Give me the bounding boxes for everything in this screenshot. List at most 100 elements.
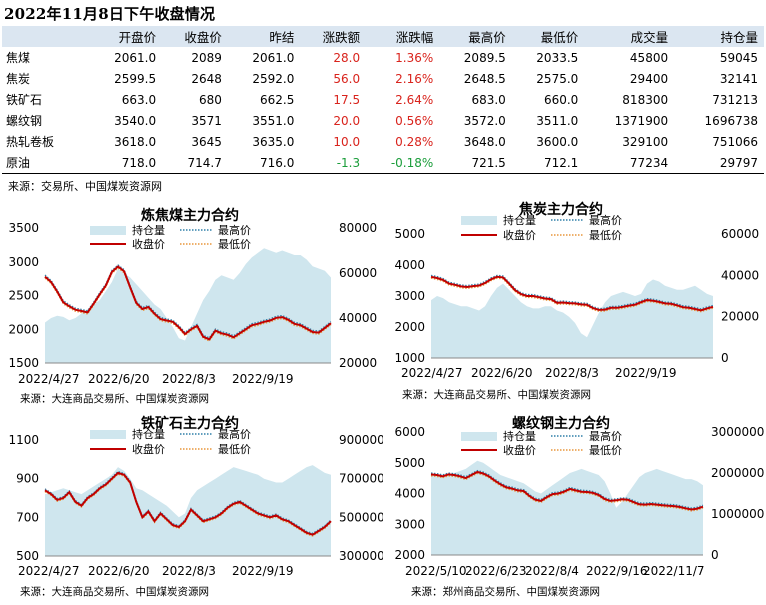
y-tick-left: 3500 bbox=[8, 221, 39, 235]
x-tick: 2022/9/19 bbox=[232, 372, 294, 386]
chart-title: 焦炭主力合约 bbox=[518, 201, 603, 218]
chart-source-coking-coal: 来源：大连商品交易所、中国煤炭资源网 bbox=[20, 393, 209, 405]
table-source: 来源：交易所、中国煤炭资源网 bbox=[8, 180, 162, 193]
cell-low: 2033.5 bbox=[536, 50, 579, 65]
y-tick-left: 6000 bbox=[394, 425, 425, 439]
chart-source-iron-ore: 来源：大连商品交易所、中国煤炭资源网 bbox=[20, 586, 209, 598]
x-tick: 2022/5/10 bbox=[405, 564, 467, 578]
y-tick-left: 1100 bbox=[8, 433, 39, 447]
x-tick: 2022/9/19 bbox=[232, 564, 294, 578]
x-tick: 2022/6/20 bbox=[471, 366, 533, 380]
y-tick-left: 2500 bbox=[8, 289, 39, 303]
y-tick-left: 1500 bbox=[8, 356, 39, 370]
chart-iron-ore: 500 700 900 1100 300000 500000 700000 900000 202… bbox=[8, 415, 383, 578]
cell-close: 2089 bbox=[191, 50, 222, 65]
legend-oi-swatch bbox=[461, 432, 497, 441]
legend-close-label: 收盘价 bbox=[132, 237, 165, 251]
y-tick-right: 700000 bbox=[339, 472, 383, 486]
cell-vol: 818300 bbox=[622, 92, 669, 107]
table-header: 开盘价 收盘价 昨结 涨跌额 涨跌幅 最高价 最低价 成交量 持仓量 bbox=[2, 26, 764, 47]
cell-oi: 731213 bbox=[712, 92, 758, 107]
legend-oi-swatch bbox=[461, 216, 497, 225]
cell-close: 680 bbox=[198, 92, 222, 107]
header-col: 涨跌额 bbox=[300, 26, 367, 47]
cell-chg: 28.0 bbox=[333, 50, 361, 65]
x-tick: 2022/9/19 bbox=[615, 366, 677, 380]
header-col: 涨跌幅 bbox=[366, 26, 440, 47]
cell-chg: 10.0 bbox=[333, 134, 361, 149]
x-tick: 2022/4/27 bbox=[18, 564, 80, 578]
y-tick-right: 60000 bbox=[339, 266, 377, 280]
cell-pct: 1.36% bbox=[395, 50, 434, 65]
header-col: 持仓量 bbox=[674, 26, 764, 47]
cell-close: 714.7 bbox=[162, 152, 228, 174]
cell-prev: 3551.0 bbox=[252, 113, 295, 128]
cell-close: 3645 bbox=[191, 134, 222, 149]
header-col: 收盘价 bbox=[162, 26, 228, 47]
cell-oi: 59045 bbox=[719, 50, 758, 65]
y-tick-right: 40000 bbox=[339, 311, 377, 325]
cell-open: 663.0 bbox=[121, 92, 157, 107]
chart-title: 铁矿石主力合约 bbox=[141, 415, 239, 432]
oi-area bbox=[45, 248, 331, 363]
y-tick-right: 300000 bbox=[339, 549, 383, 563]
cell-name: 焦炭 bbox=[6, 72, 31, 86]
chart-rebar: 2000 3000 4000 5000 6000 0 1000000 2000000 30000… bbox=[394, 415, 764, 578]
cell-pct: 0.28% bbox=[395, 134, 434, 149]
table-row: 螺纹钢 3540.0 3571 3551.0 20.0 0.56% 3572.0 3511.0… bbox=[2, 110, 764, 131]
x-tick: 2022/6/23 bbox=[465, 564, 527, 578]
page-title: 2022年11月8日下午收盘情况 bbox=[4, 5, 216, 23]
cell-prev: 2592.0 bbox=[252, 71, 295, 86]
cell-open: 3540.0 bbox=[114, 113, 157, 128]
y-tick-right: 0 bbox=[711, 548, 719, 562]
low-line bbox=[430, 472, 704, 512]
cell-low: 3600.0 bbox=[536, 134, 579, 149]
y-tick-right: 1000000 bbox=[711, 507, 764, 521]
header-col: 最低价 bbox=[511, 26, 585, 47]
cell-oi: 32141 bbox=[719, 71, 758, 86]
legend-high-label: 最高价 bbox=[218, 427, 251, 441]
x-tick: 2022/9/16 bbox=[586, 564, 648, 578]
x-tick: 2022/8/3 bbox=[545, 366, 599, 380]
oi-area bbox=[431, 279, 713, 358]
quote-table: 开盘价 收盘价 昨结 涨跌额 涨跌幅 最高价 最低价 成交量 持仓量 焦煤 2061.0 2089 2… bbox=[2, 26, 764, 174]
close-line bbox=[44, 471, 332, 536]
y-tick-left: 2000 bbox=[394, 548, 425, 562]
legend-oi-label: 持仓量 bbox=[503, 429, 536, 443]
legend-high-label: 最高价 bbox=[218, 223, 251, 237]
cell-vol: 45800 bbox=[629, 50, 669, 65]
cell-prev: 662.5 bbox=[260, 92, 295, 107]
legend-close-label: 收盘价 bbox=[503, 443, 536, 457]
y-tick-right: 20000 bbox=[721, 310, 759, 324]
cell-oi: 751066 bbox=[712, 134, 758, 149]
x-tick: 2022/8/4 bbox=[525, 564, 579, 578]
chart-title: 炼焦煤主力合约 bbox=[141, 207, 239, 224]
cell-high: 3572.0 bbox=[463, 113, 506, 128]
cell-chg: -1.3 bbox=[300, 152, 367, 174]
cell-prev: 2061.0 bbox=[252, 50, 295, 65]
table-row: 焦炭 2599.5 2648 2592.0 56.0 2.16% 2648.5 2575.0 2… bbox=[2, 68, 764, 89]
legend-close-label: 收盘价 bbox=[132, 442, 165, 456]
cell-pct: -0.18% bbox=[366, 152, 440, 174]
y-tick-left: 2000 bbox=[8, 322, 39, 336]
legend-oi-label: 持仓量 bbox=[503, 213, 536, 227]
legend-high-label: 最高价 bbox=[589, 429, 622, 443]
cell-chg: 17.5 bbox=[333, 92, 361, 107]
close-line bbox=[44, 265, 332, 341]
legend-high-label: 最高价 bbox=[589, 213, 622, 227]
chart-source-rebar: 来源：郑州商品交易所、中国煤炭资源网 bbox=[411, 586, 600, 598]
cell-high: 2648.5 bbox=[463, 71, 506, 86]
cell-name: 焦煤 bbox=[6, 51, 31, 65]
cell-chg: 56.0 bbox=[333, 71, 361, 86]
cell-prev: 3635.0 bbox=[252, 134, 295, 149]
legend-low-label: 最低价 bbox=[589, 444, 622, 457]
cell-pct: 2.64% bbox=[395, 92, 434, 107]
cell-oi: 29797 bbox=[674, 152, 764, 174]
cell-vol: 329100 bbox=[622, 134, 669, 149]
legend-low-label: 最低价 bbox=[218, 238, 251, 251]
cell-high: 3648.0 bbox=[463, 134, 506, 149]
y-tick-right: 0 bbox=[721, 351, 729, 365]
y-tick-right: 20000 bbox=[339, 356, 377, 370]
low-line bbox=[430, 277, 714, 313]
x-tick: 2022/4/27 bbox=[401, 366, 463, 380]
